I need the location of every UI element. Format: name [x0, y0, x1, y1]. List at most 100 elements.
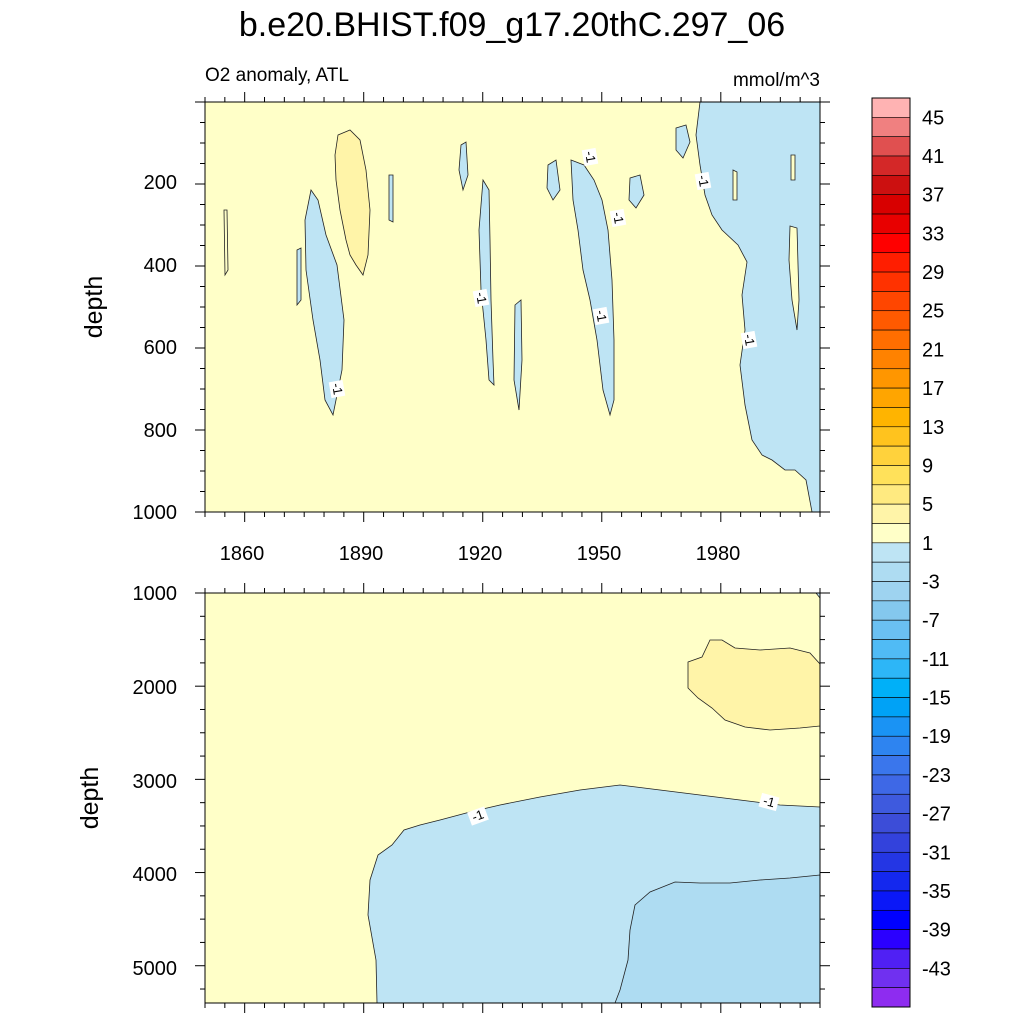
colorbar-box: [871, 484, 911, 505]
colorbar-box: [871, 233, 911, 254]
colorbar-box: [871, 368, 911, 389]
xtick-1920: 1920: [458, 543, 503, 565]
colorbar-box: [871, 639, 911, 660]
colorbar-label: 5: [922, 494, 933, 516]
colorbar-box: [871, 503, 911, 524]
units-label: mmol/m^3: [733, 70, 820, 91]
upper-positive-inset-b: [732, 169, 738, 201]
lower-ytick-3000: 3000: [133, 771, 178, 793]
colorbar-box: [871, 523, 911, 544]
xtick-1860: 1860: [220, 543, 265, 565]
upper-negative-tongue-1880: [304, 189, 345, 417]
upper-negative-blob-e: [388, 174, 394, 223]
upper-negative-tongue-1920: [478, 178, 495, 387]
colorbar-box: [871, 349, 911, 370]
colorbar-box: [871, 213, 911, 234]
colorbar-box: [871, 329, 911, 350]
upper-negative-tongue-1950: [570, 159, 615, 417]
colorbar-box: [871, 136, 911, 157]
lower-contour-label-1: -1: [470, 807, 486, 825]
lower-ytick-5000: 5000: [133, 958, 178, 980]
colorbar-label: 17: [922, 378, 944, 400]
upper-ytick-200: 200: [144, 172, 177, 194]
colorbar-box: [871, 968, 911, 988]
colorbar-box: [871, 426, 911, 447]
lower-panel: -1 -1 1000 2000 3000 4000 5000 depth: [76, 583, 830, 1013]
lower-corner-sliver: [815, 593, 820, 599]
upper-panel: -1 -1 -1 -1 -1 -1 -1 200 400 600 800 100…: [80, 92, 830, 524]
lower-ytick-1000: 1000: [133, 583, 178, 605]
colorbar-box: [871, 677, 911, 698]
colorbar-box: [871, 987, 911, 1008]
lower-negative-core: [614, 874, 820, 1003]
colorbar-box: [871, 291, 911, 312]
lower-ytick-4000: 4000: [133, 864, 178, 886]
upper-ytick-800: 800: [144, 420, 177, 442]
colorbar-box: [871, 561, 911, 582]
lower-panel-frame: [204, 592, 821, 1004]
upper-positive-patch: [334, 129, 371, 276]
upper-contour-label-6: -1: [695, 174, 712, 188]
colorbar-label: -39: [922, 920, 951, 942]
colorbar-box: [871, 252, 911, 273]
colorbar-label: -43: [922, 958, 951, 980]
colorbar-box: [871, 194, 911, 215]
colorbar-box: [871, 581, 911, 602]
colorbar-label: 25: [922, 301, 944, 323]
colorbar-box: [871, 851, 911, 872]
colorbar-label: 41: [922, 146, 944, 168]
upper-positive-inset-c: [790, 154, 796, 181]
colorbar-box: [871, 310, 911, 331]
lower-ytick-2000: 2000: [133, 677, 178, 699]
colorbar-box: [871, 407, 911, 428]
xtick-1980: 1980: [696, 543, 741, 565]
colorbar-box: [871, 909, 911, 930]
colorbar-box: [871, 97, 911, 118]
colorbar-box: [871, 600, 911, 621]
upper-contour-label-2: -1: [473, 291, 490, 305]
colorbar-frame: [871, 97, 911, 1008]
colorbar-label: -27: [922, 804, 951, 826]
upper-ytick-400: 400: [144, 255, 177, 277]
xtick-1950: 1950: [577, 543, 622, 565]
colorbar-box: [871, 387, 911, 408]
upper-negative-blob-b: [458, 141, 469, 192]
colorbar: 45 41 37 33 29 25 21 17 13 9 5 1 -3 -7 -11 -15 -19 -23 -27…: [871, 97, 951, 1008]
colorbar-box: [871, 716, 911, 737]
upper-negative-blob-small: [675, 124, 691, 159]
colorbar-label: 9: [922, 455, 933, 477]
colorbar-box: [871, 948, 911, 969]
x-axis-tick-labels: 1860 1890 1920 1950 1980: [220, 543, 741, 565]
colorbar-box: [871, 445, 911, 466]
colorbar-box: [871, 658, 911, 679]
upper-contour-label-7: -1: [741, 333, 758, 347]
colorbar-box: [871, 890, 911, 911]
upper-negative-blob-c: [513, 299, 523, 411]
colorbar-label: 37: [922, 185, 944, 207]
lower-contour-label-2: -1: [762, 793, 777, 810]
colorbar-label: -23: [922, 765, 951, 787]
colorbar-label: -11: [922, 649, 949, 671]
colorbar-box: [871, 542, 911, 563]
colorbar-label: -7: [922, 610, 940, 632]
upper-ytick-1000: 1000: [133, 502, 178, 524]
colorbar-label: -35: [922, 881, 951, 903]
colorbar-label: 29: [922, 262, 944, 284]
colorbar-label: 21: [922, 339, 944, 361]
upper-axis-ticks: [195, 92, 830, 522]
upper-contour-label-5: -1: [610, 211, 627, 225]
colorbar-box: [871, 929, 911, 950]
upper-positive-sliver: [223, 209, 229, 277]
upper-contour-label-3: -1: [593, 309, 610, 323]
subtitle-left: O2 anomaly, ATL: [205, 65, 349, 86]
colorbar-box: [871, 271, 911, 292]
upper-contour-label-1: -1: [329, 382, 346, 396]
colorbar-label: 33: [922, 223, 944, 245]
colorbar-box: [871, 175, 911, 196]
colorbar-box: [871, 813, 911, 834]
colorbar-box: [871, 755, 911, 776]
upper-y-axis-label: depth: [80, 276, 108, 339]
colorbar-label: 45: [922, 107, 944, 129]
upper-negative-blob-f: [628, 174, 645, 209]
